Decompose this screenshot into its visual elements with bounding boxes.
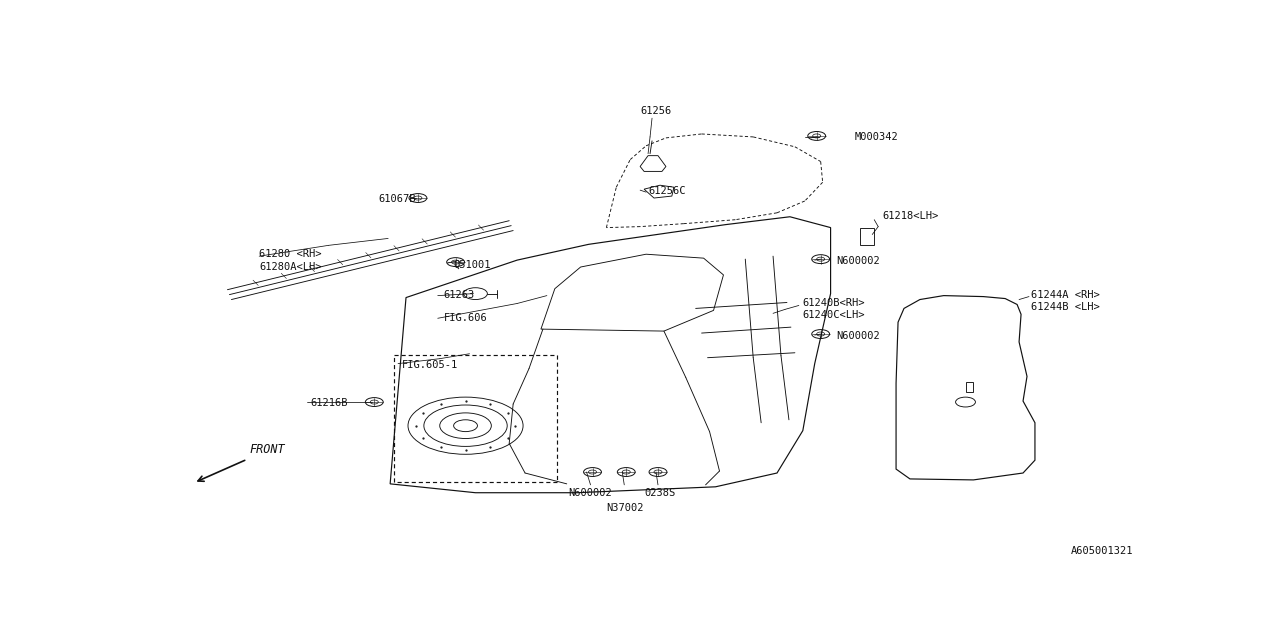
Text: M000342: M000342	[855, 132, 899, 142]
Text: N600002: N600002	[837, 331, 881, 341]
Text: 61263: 61263	[444, 290, 475, 300]
Text: FIG.605-1: FIG.605-1	[402, 360, 458, 369]
Text: 61240C<LH>: 61240C<LH>	[803, 310, 865, 320]
Text: 61216B: 61216B	[311, 398, 348, 408]
Text: 61218<LH>: 61218<LH>	[882, 211, 938, 221]
Text: FRONT: FRONT	[250, 444, 285, 456]
Text: 61280A<LH>: 61280A<LH>	[259, 262, 321, 272]
Text: A605001321: A605001321	[1071, 546, 1134, 556]
Text: 61280 <RH>: 61280 <RH>	[259, 249, 321, 259]
Text: 0238S: 0238S	[644, 488, 676, 498]
Text: N600002: N600002	[837, 256, 881, 266]
Text: 61244B <LH>: 61244B <LH>	[1030, 303, 1100, 312]
Text: N600002: N600002	[568, 488, 612, 498]
Text: Q51001: Q51001	[453, 260, 492, 270]
Text: 61240B<RH>: 61240B<RH>	[803, 298, 865, 307]
Text: 61256C: 61256C	[648, 186, 686, 196]
Text: 61067B: 61067B	[379, 194, 416, 204]
Text: 61244A <RH>: 61244A <RH>	[1030, 290, 1100, 300]
Text: 61256: 61256	[640, 106, 672, 116]
Text: N37002: N37002	[607, 502, 644, 513]
Text: FIG.606: FIG.606	[444, 313, 488, 323]
